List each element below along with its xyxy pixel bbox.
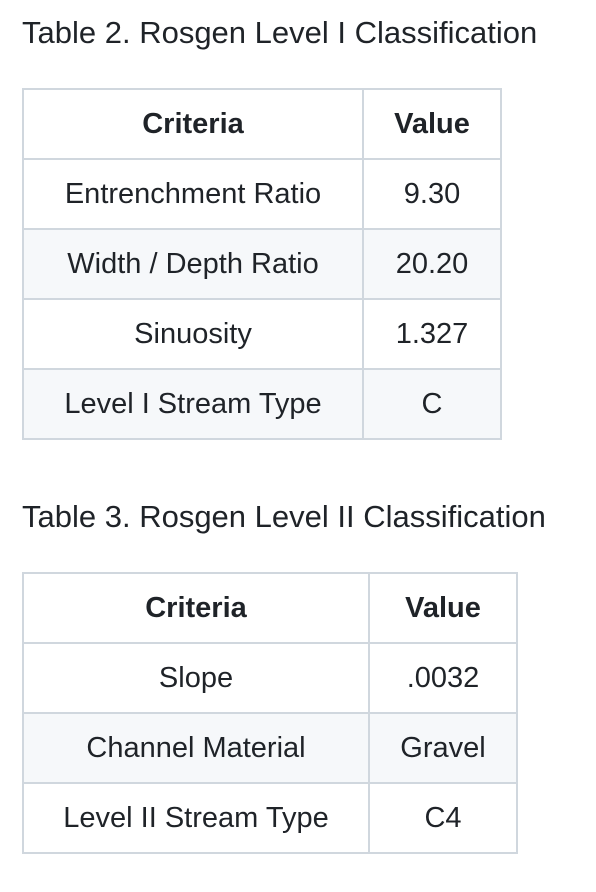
criteria-cell: Sinuosity [22,298,364,370]
criteria-cell: Channel Material [22,712,370,784]
value-cell: 9.30 [362,158,502,230]
table-header-row: Criteria Value [22,572,518,644]
table-row: Entrenchment Ratio 9.30 [22,158,502,230]
table-row: Level I Stream Type C [22,368,502,440]
column-header-value: Value [362,88,502,160]
criteria-cell: Width / Depth Ratio [22,228,364,300]
table-row: Slope .0032 [22,642,518,714]
table-2-caption: Table 2. Rosgen Level I Classification [22,15,538,50]
criteria-cell: Level II Stream Type [22,782,370,854]
table-row: Width / Depth Ratio 20.20 [22,228,502,300]
table-row: Sinuosity 1.327 [22,298,502,370]
table-row: Level II Stream Type C4 [22,782,518,854]
rosgen-level-1-table: Criteria Value Entrenchment Ratio 9.30 W… [22,88,502,440]
rosgen-level-2-table: Criteria Value Slope .0032 Channel Mater… [22,572,518,854]
value-cell: 20.20 [362,228,502,300]
value-cell: 1.327 [362,298,502,370]
table-header-row: Criteria Value [22,88,502,160]
column-header-criteria: Criteria [22,88,364,160]
criteria-cell: Level I Stream Type [22,368,364,440]
value-cell: C4 [368,782,518,854]
criteria-cell: Entrenchment Ratio [22,158,364,230]
column-header-value: Value [368,572,518,644]
criteria-cell: Slope [22,642,370,714]
table-3-caption: Table 3. Rosgen Level II Classification [22,499,546,534]
table-row: Channel Material Gravel [22,712,518,784]
column-header-criteria: Criteria [22,572,370,644]
value-cell: .0032 [368,642,518,714]
value-cell: C [362,368,502,440]
value-cell: Gravel [368,712,518,784]
